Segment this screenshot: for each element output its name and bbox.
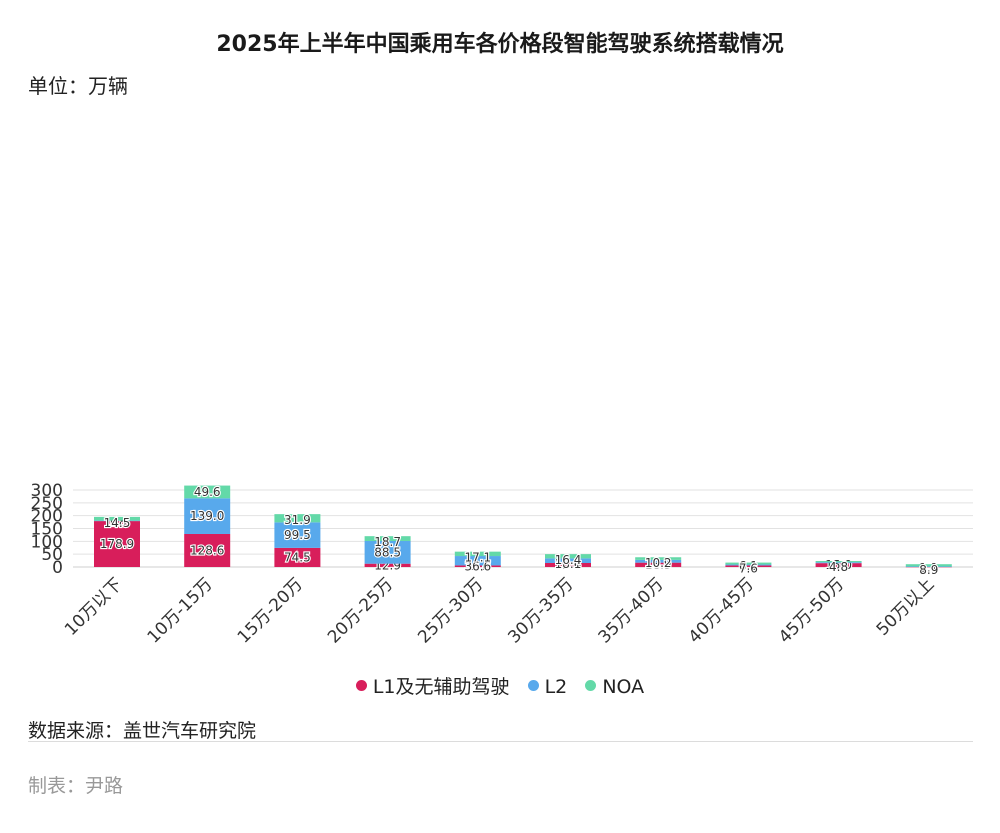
unit-label: 单位：万辆	[28, 74, 128, 98]
x-tick-label: 10万-15万	[144, 574, 217, 647]
x-tick-label: 15万-20万	[234, 574, 307, 647]
bar-segment-noa	[184, 485, 231, 499]
bar-segment-noa	[94, 516, 140, 521]
legend-label-l2: L2	[544, 676, 568, 698]
y-tick-label: 200	[31, 507, 63, 527]
bar-segment-l1	[364, 563, 411, 567]
data-label: 139.0	[190, 509, 224, 523]
bar-segment-l1	[94, 521, 140, 567]
y-tick-label: 0	[52, 558, 63, 578]
bar-segment-noa	[274, 514, 321, 523]
stacked-bar-chart: 050100150200250300178.91.814.510万以下128.6…	[31, 481, 973, 648]
data-label: 128.6	[190, 543, 224, 557]
bar-segment-l2	[815, 562, 862, 564]
bar-segment-l1	[454, 565, 501, 567]
data-label: 88.5	[374, 545, 401, 559]
chart-maker: 制表：尹路	[28, 775, 124, 797]
data-label: 10.2	[645, 556, 672, 570]
data-label: 74.5	[284, 550, 311, 564]
legend-label-noa: NOA	[602, 676, 645, 698]
bar-segment-l2	[725, 564, 772, 566]
x-tick-label: 50万以上	[873, 574, 939, 640]
bar-segment-noa	[725, 562, 772, 565]
bar-segment-l1	[905, 566, 952, 568]
bar-segment-l1	[815, 563, 862, 567]
chart-title: 2025年上半年中国乘用车各价格段智能驾驶系统搭载情况	[216, 32, 784, 57]
bar-segment-l1	[545, 562, 591, 567]
y-tick-label: 150	[31, 519, 63, 539]
divider	[28, 741, 973, 742]
x-tick-label: 45万-50万	[775, 574, 848, 647]
y-tick-label: 100	[31, 532, 63, 552]
x-tick-label: 20万-25万	[324, 574, 397, 647]
y-tick-label: 250	[31, 494, 63, 514]
data-label: 4.8	[829, 560, 848, 574]
data-label: 14.5	[104, 516, 131, 530]
bar-segment-l2	[545, 558, 591, 563]
bar-segment-l2	[94, 520, 140, 522]
bar-segment-l2	[905, 566, 952, 567]
data-label: 49.6	[194, 485, 221, 499]
bar-segment-noa	[905, 564, 952, 567]
y-tick-label: 50	[41, 545, 63, 565]
bar-segment-l1	[635, 562, 682, 567]
data-label: 36.6	[464, 559, 491, 573]
data-label: 7.6	[739, 562, 758, 576]
bar-segment-l1	[184, 533, 231, 567]
bar-segment-l2	[184, 498, 231, 534]
legend-dot-l2	[527, 680, 539, 691]
bar-segment-noa	[545, 554, 591, 559]
bar-segment-l2	[635, 559, 682, 563]
bar-segment-l2	[274, 522, 321, 548]
legend: L1及无辅助驾驶 L2 NOA	[0, 672, 1000, 699]
legend-label-l1: L1及无辅助驾驶	[372, 676, 510, 698]
bar-segment-l1	[725, 565, 772, 567]
data-label: 178.9	[100, 537, 134, 551]
data-label: 18.1	[555, 557, 582, 571]
data-label: 18.7	[374, 535, 401, 549]
bar-segment-noa	[815, 561, 862, 563]
legend-item-noa: NOA	[585, 676, 644, 698]
data-label: 99.5	[284, 528, 311, 542]
data-label: 16.4	[555, 553, 582, 567]
bar-segment-noa	[454, 551, 501, 557]
bar-segment-l2	[454, 556, 501, 566]
bar-segment-noa	[635, 557, 682, 560]
legend-item-l2: L2	[527, 676, 568, 698]
bar-segment-l2	[364, 540, 411, 564]
legend-dot-l1	[355, 680, 367, 691]
data-label: 31.9	[284, 513, 311, 527]
legend-dot-noa	[585, 680, 597, 691]
x-tick-label: 40万-45万	[685, 574, 758, 647]
x-tick-label: 35万-40万	[595, 574, 668, 647]
bar-segment-noa	[364, 536, 411, 541]
bar-segment-l1	[274, 547, 321, 567]
legend-item-l1: L1及无辅助驾驶	[355, 672, 510, 699]
data-source: 数据来源：盖世汽车研究院	[28, 720, 257, 742]
x-tick-label: 10万以下	[61, 574, 127, 640]
x-tick-label: 25万-30万	[414, 574, 487, 647]
x-tick-label: 30万-35万	[504, 574, 577, 647]
y-tick-label: 300	[31, 481, 63, 501]
data-label: 8.9	[919, 563, 938, 577]
data-label: 17.1	[464, 551, 491, 565]
